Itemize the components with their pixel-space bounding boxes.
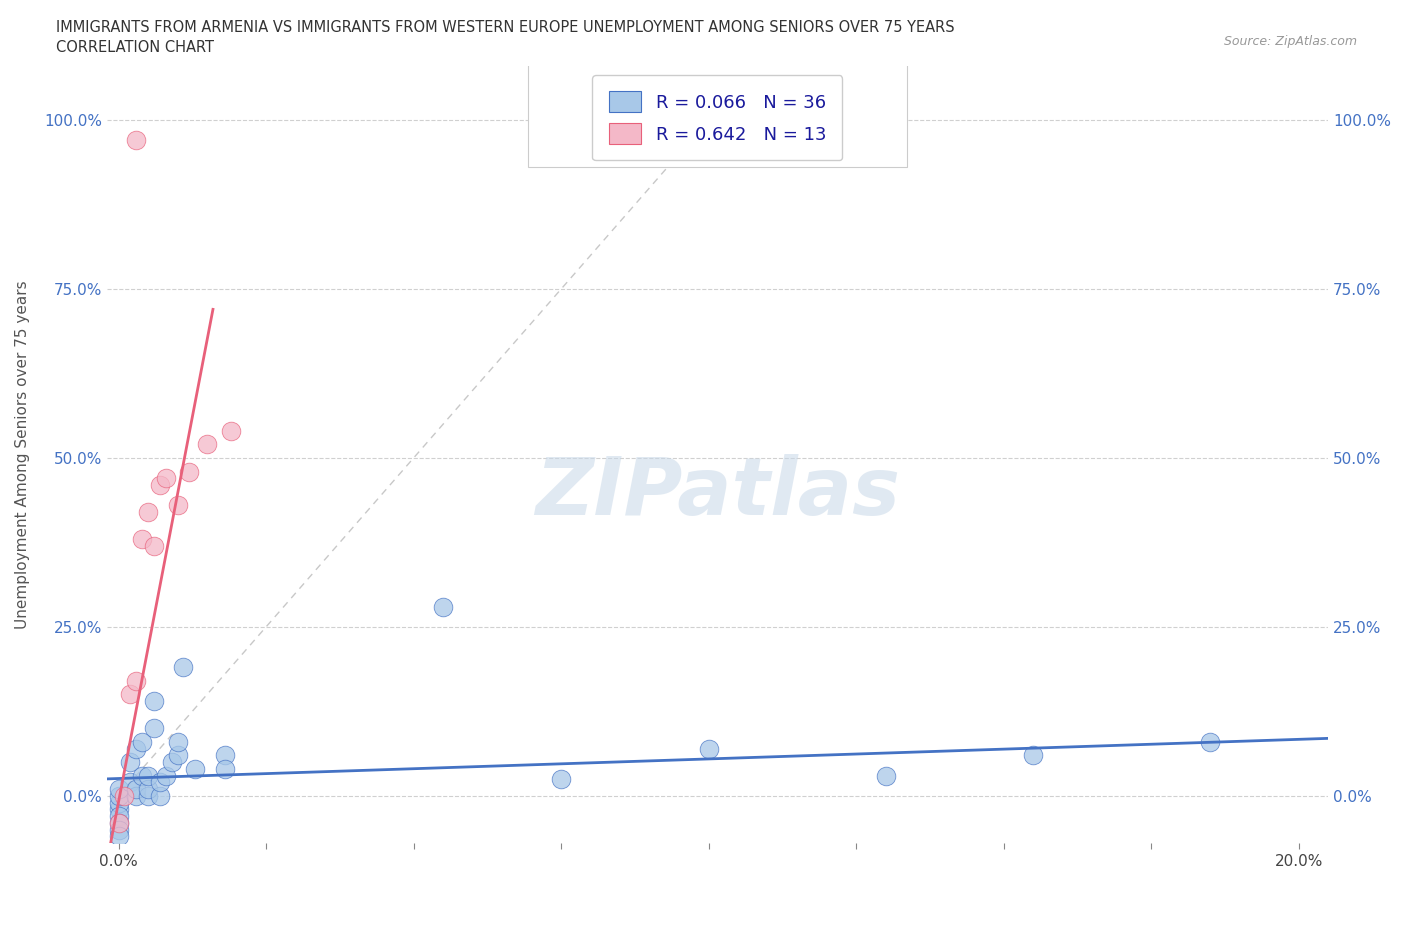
Point <box>136 505 159 520</box>
Point <box>120 754 142 769</box>
Point <box>184 762 207 777</box>
Point <box>125 673 148 688</box>
Point <box>125 133 148 148</box>
Point <box>142 538 165 553</box>
Point <box>107 789 129 804</box>
Point <box>214 748 236 763</box>
Point <box>120 775 142 790</box>
Point <box>131 768 153 783</box>
Point <box>131 735 153 750</box>
Point <box>166 748 188 763</box>
Text: CORRELATION CHART: CORRELATION CHART <box>56 40 214 55</box>
Point <box>107 816 129 830</box>
Point <box>432 599 454 614</box>
Point <box>166 735 188 750</box>
Point <box>136 768 159 783</box>
Point <box>1022 748 1045 763</box>
Point <box>875 768 897 783</box>
Point <box>155 471 177 485</box>
Point <box>219 423 242 438</box>
Point <box>195 437 218 452</box>
Point <box>136 789 159 804</box>
Point <box>214 762 236 777</box>
Point <box>142 721 165 736</box>
Point <box>114 789 136 804</box>
Point <box>149 775 172 790</box>
Point <box>149 789 172 804</box>
Y-axis label: Unemployment Among Seniors over 75 years: Unemployment Among Seniors over 75 years <box>15 280 30 629</box>
Point <box>149 478 172 493</box>
Point <box>125 741 148 756</box>
Point <box>179 464 201 479</box>
Point <box>136 781 159 796</box>
Point <box>155 768 177 783</box>
Point <box>107 822 129 837</box>
Point <box>107 802 129 817</box>
Text: IMMIGRANTS FROM ARMENIA VS IMMIGRANTS FROM WESTERN EUROPE UNEMPLOYMENT AMONG SEN: IMMIGRANTS FROM ARMENIA VS IMMIGRANTS FR… <box>56 20 955 35</box>
Point <box>107 808 129 823</box>
Point <box>107 781 129 796</box>
Point <box>166 498 188 512</box>
Point <box>1199 735 1222 750</box>
Point <box>550 772 572 787</box>
FancyBboxPatch shape <box>529 62 907 167</box>
Point <box>107 816 129 830</box>
Legend: R = 0.066   N = 36, R = 0.642   N = 13: R = 0.066 N = 36, R = 0.642 N = 13 <box>592 75 842 160</box>
Point <box>160 754 183 769</box>
Point <box>125 781 148 796</box>
Point <box>697 741 720 756</box>
Text: Source: ZipAtlas.com: Source: ZipAtlas.com <box>1223 35 1357 48</box>
Point <box>125 789 148 804</box>
Point <box>107 795 129 810</box>
Point <box>142 694 165 709</box>
Point <box>131 532 153 547</box>
Point <box>172 660 194 675</box>
Text: ZIPatlas: ZIPatlas <box>534 455 900 533</box>
Point <box>107 829 129 844</box>
Point <box>120 687 142 702</box>
